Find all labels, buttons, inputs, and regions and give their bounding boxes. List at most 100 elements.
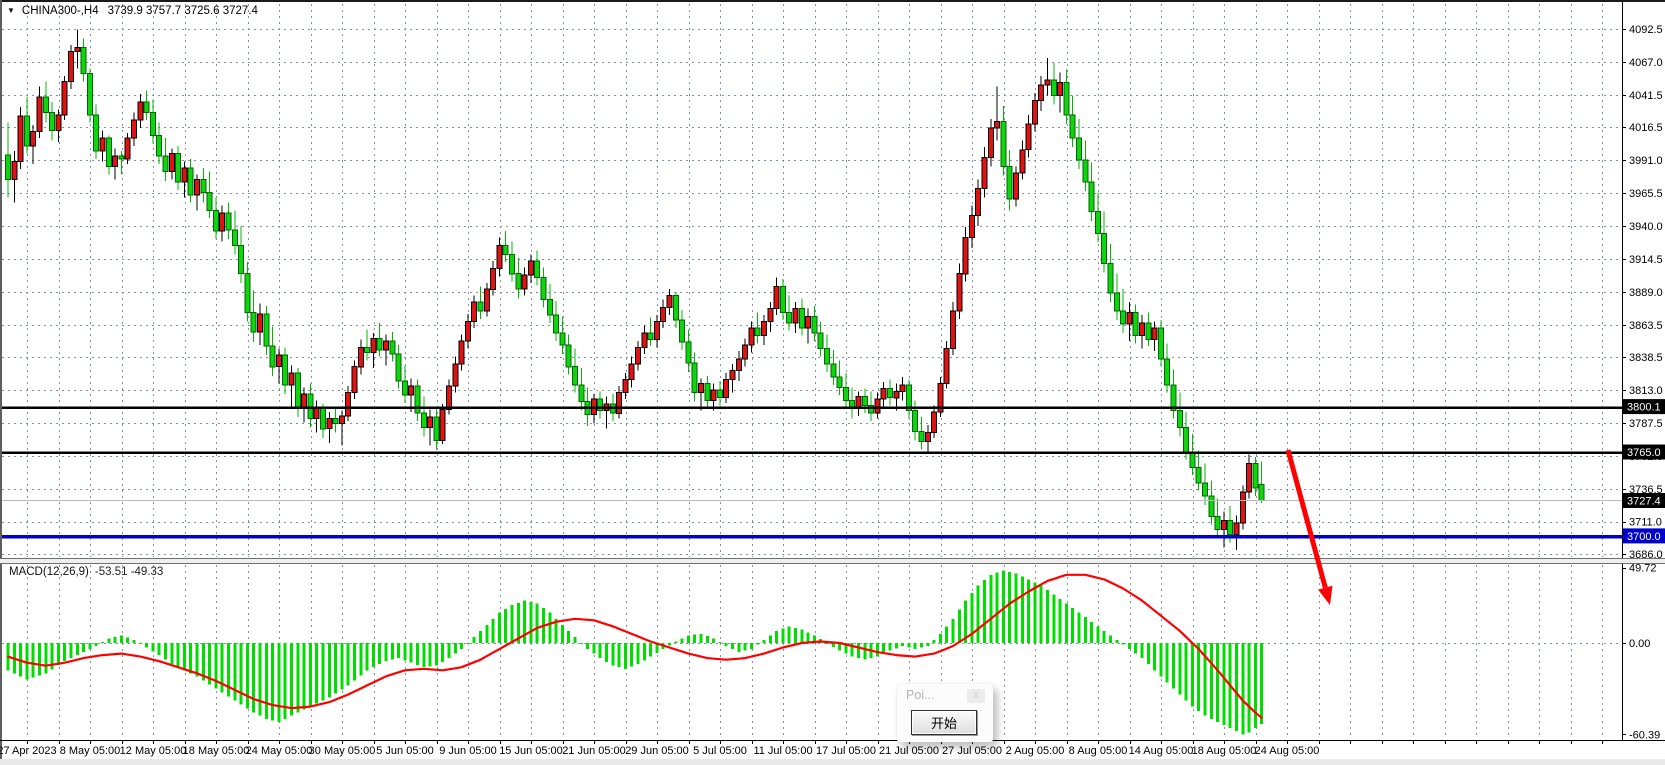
candle [231,229,238,246]
macd-histogram-bar [913,643,917,650]
pane-separator[interactable] [0,559,1665,563]
macd-histogram-bar [25,643,29,680]
candle [187,167,194,196]
candle [1107,262,1114,294]
macd-histogram-bar [107,638,111,643]
candle [1076,137,1082,161]
time-axis-label: 8 Aug 05:00 [1069,745,1128,757]
candle [143,101,150,113]
macd-histogram-bar [611,643,615,666]
candle [250,312,257,333]
macd-histogram-bar [485,624,489,643]
candle [282,354,289,386]
candle [1057,82,1064,96]
candle [301,393,308,409]
macd-histogram-bar [94,643,98,646]
trend-arrow-shaft[interactable] [1285,449,1328,589]
candle [937,383,944,413]
macd-histogram-bar [560,624,564,643]
candle [408,385,415,396]
candle [137,101,144,121]
macd-histogram-bar [529,602,533,643]
price-level-badge-text: 3800.1 [1627,402,1661,414]
price-axis-label: 4041.5 [1629,90,1663,102]
macd-histogram-bar [1109,635,1112,643]
macd-histogram-bar [1096,626,1100,643]
macd-histogram-bar [378,643,382,665]
macd-histogram-bar [1033,582,1037,643]
candle [1101,233,1108,264]
trend-arrow-head[interactable] [1318,585,1333,605]
candle [968,215,975,239]
macd-histogram-bar [119,635,123,643]
macd-histogram-bar [189,643,193,674]
macd-histogram-bar [44,643,48,674]
candle [30,131,37,147]
price-axis-label: 3991.0 [1629,155,1663,167]
candle [68,51,74,82]
macd-histogram-bar [579,643,583,644]
macd-histogram-bar [907,643,911,648]
candle [679,319,686,343]
macd-histogram-bar [346,643,350,686]
candle [257,313,263,333]
price-axis-label: 3711.0 [1629,517,1662,529]
time-axis-label: 21 Jul 05:00 [879,745,939,757]
macd-histogram-bar [214,643,218,689]
macd-histogram-bar [208,643,212,685]
time-axis-label: 24 Aug 05:00 [1255,745,1320,757]
macd-histogram-bar [296,643,300,713]
macd-histogram-bar [56,643,60,666]
macd-histogram-bar [1046,590,1049,643]
macd-histogram-bar [863,643,867,660]
macd-histogram-bar [271,643,275,721]
time-axis-label: 5 Jul 05:00 [693,745,747,757]
time-axis-label: 8 May 05:00 [60,745,121,757]
macd-histogram-bar [428,643,432,667]
candle [811,315,818,334]
macd-histogram-bar [157,643,161,656]
macd-histogram-bar [1184,643,1188,701]
macd-histogram-bar [182,643,186,671]
macd-histogram-bar [479,630,482,643]
macd-histogram-bar [781,628,785,643]
macd-histogram-bar [460,643,464,650]
macd-histogram-bar [586,643,590,650]
candle [710,389,717,401]
macd-histogram-bar [403,643,407,661]
popup-close-icon[interactable]: x [967,689,985,703]
macd-histogram-bar [1083,617,1087,643]
candle [156,135,163,157]
price-axis-label: 4067.0 [1629,57,1663,69]
candle [842,386,849,401]
macd-histogram-bar [75,643,79,656]
macd-axis-label: 49.72 [1629,563,1657,575]
symbol-dropdown-icon[interactable]: ▼ [7,6,15,15]
candle [1069,114,1076,139]
candle [773,286,780,310]
macd-histogram-bar [491,618,495,643]
candle [1176,410,1183,428]
price-axis-label: 3813.0 [1629,385,1663,397]
window-bottom-strip [0,759,1665,765]
macd-histogram-bar [145,643,149,648]
candle [194,179,200,196]
macd-histogram-bar [875,643,879,657]
candle [1126,312,1133,325]
macd-histogram-bar [857,643,860,659]
candle [42,96,49,113]
macd-histogram-bar [510,605,514,643]
price-level-badge [1623,528,1665,544]
macd-histogram-bar [195,643,199,677]
trend-arrow[interactable] [1285,449,1333,605]
candle [836,376,843,388]
time-axis-label: 5 Jun 05:00 [376,745,434,757]
candle [509,253,515,275]
start-button[interactable]: 开始 [911,710,977,735]
candle [61,80,68,116]
macd-histogram-bar [756,643,760,645]
candle [357,346,364,368]
macd-histogram-bar [472,636,476,643]
candle [761,321,767,337]
